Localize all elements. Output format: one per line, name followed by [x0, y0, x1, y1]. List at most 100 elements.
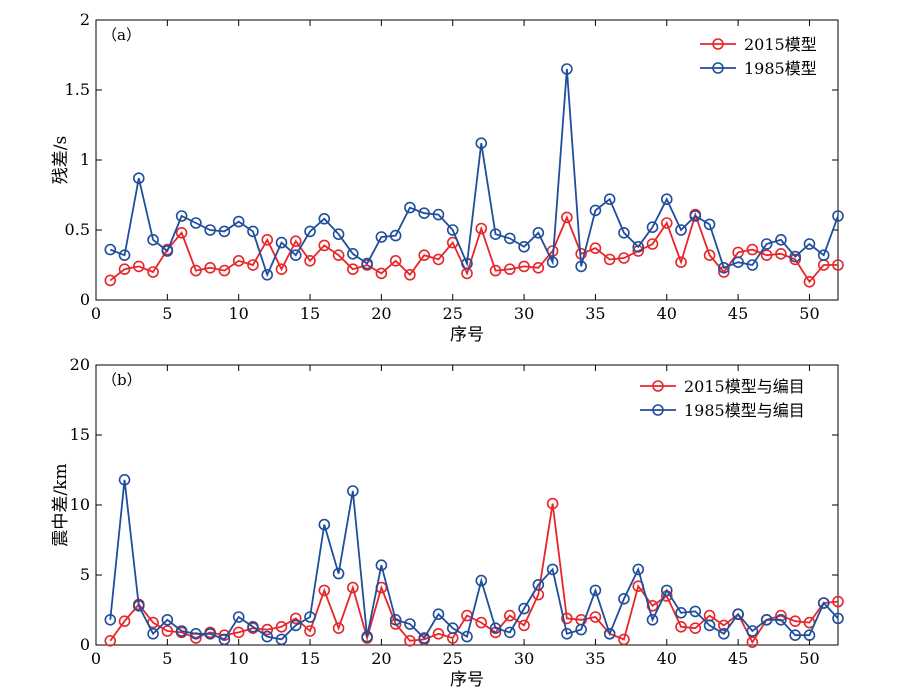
data-point: [118, 249, 131, 261]
data-point: [275, 620, 288, 633]
data-point: [175, 625, 188, 637]
data-point: [632, 563, 645, 576]
data-point: [104, 613, 117, 626]
data-point: [789, 615, 801, 628]
data-point: [475, 222, 488, 235]
data-point: [475, 616, 488, 629]
data-point: [575, 260, 587, 273]
data-point: [475, 137, 488, 149]
data-point: [518, 602, 530, 615]
data-point: [418, 632, 430, 644]
data-point: [518, 619, 530, 632]
data-point: [660, 193, 673, 205]
data-point: [190, 264, 202, 277]
y-tick-label: 2: [80, 10, 90, 29]
data-point: [589, 204, 602, 217]
data-point: [104, 634, 117, 647]
data-point: [618, 227, 630, 239]
data-point: [461, 630, 473, 643]
data-point: [561, 627, 573, 640]
x-axis-title: 序号: [450, 325, 484, 345]
panel-label: （a）: [102, 26, 141, 44]
data-point: [675, 224, 687, 236]
x-tick-label: 0: [91, 304, 101, 323]
data-point: [232, 611, 245, 623]
data-point: [304, 611, 316, 623]
data-point: [789, 250, 801, 263]
data-point: [175, 227, 188, 239]
legend-marker: [712, 38, 724, 50]
data-point: [646, 238, 659, 250]
data-point: [675, 256, 687, 269]
series-1: [104, 63, 844, 281]
x-tick-label: 45: [728, 649, 748, 668]
data-point: [318, 584, 331, 597]
data-point: [332, 249, 345, 261]
data-point: [289, 249, 302, 261]
data-point: [532, 578, 545, 591]
data-point: [275, 633, 288, 646]
legend-marker: [652, 404, 664, 416]
x-tick-label: 5: [162, 649, 172, 668]
data-point: [732, 608, 744, 621]
legend-label: 1985模型: [744, 59, 817, 78]
data-point: [404, 634, 416, 647]
data-point: [775, 248, 787, 260]
data-point: [261, 623, 274, 636]
data-point: [832, 210, 844, 222]
data-point: [518, 260, 530, 273]
data-point: [347, 485, 359, 497]
data-point: [432, 253, 445, 266]
data-point: [603, 193, 616, 205]
data-point: [589, 611, 602, 623]
x-tick-label: 20: [371, 649, 391, 668]
data-point: [404, 201, 416, 214]
data-point: [218, 264, 231, 277]
data-point: [561, 612, 573, 625]
data-point: [389, 613, 402, 626]
legend-label: 1985模型与编目: [684, 401, 805, 420]
data-point: [218, 633, 231, 646]
data-point: [632, 241, 645, 253]
data-point: [375, 267, 388, 280]
legend: 2015模型 1985模型: [700, 35, 817, 78]
data-point: [803, 275, 816, 288]
series-0: [104, 208, 844, 288]
data-point: [732, 256, 744, 269]
data-point: [832, 612, 844, 625]
series-line: [109, 211, 838, 284]
data-point: [718, 627, 730, 640]
chart-panel-b: 0 5 10 15 20 25 30 35 40 45 50 0 5 10 15 20 序号 震中差/km （b） 2…: [51, 355, 844, 690]
data-point: [275, 263, 288, 276]
data-point: [803, 629, 816, 642]
data-point: [332, 567, 345, 580]
data-point: [232, 626, 245, 639]
data-point: [603, 253, 616, 266]
x-tick-label: 35: [585, 649, 605, 668]
data-point: [190, 217, 202, 229]
series-0: [104, 497, 844, 649]
data-point: [504, 626, 516, 639]
data-point: [817, 597, 830, 609]
data-point: [689, 605, 702, 618]
data-point: [546, 256, 559, 269]
data-point: [104, 274, 117, 287]
legend-label: 2015模型: [744, 35, 817, 54]
data-point: [603, 627, 616, 640]
legend: 2015模型与编目 1985模型与编目: [640, 377, 805, 420]
data-point: [247, 620, 259, 633]
x-tick-label: 25: [443, 649, 463, 668]
y-axis-title: 震中差/km: [51, 463, 71, 546]
data-point: [204, 627, 216, 640]
data-point: [546, 563, 559, 576]
y-axis-title: 残差/s: [51, 136, 71, 184]
data-point: [575, 623, 587, 636]
data-point: [518, 241, 530, 253]
x-tick-label: 50: [799, 304, 819, 323]
data-point: [618, 592, 630, 605]
data-point: [247, 225, 259, 238]
data-point: [489, 264, 502, 277]
data-point: [161, 613, 174, 626]
y-tick-label: 1: [80, 150, 90, 169]
